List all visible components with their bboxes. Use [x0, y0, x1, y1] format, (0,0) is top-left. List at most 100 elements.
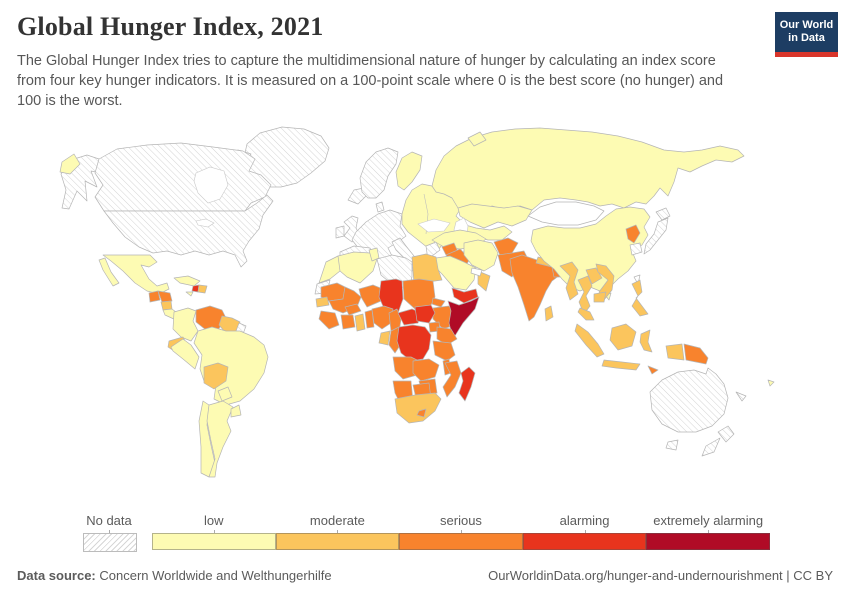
hudson-bay — [193, 166, 229, 204]
country-yemen[interactable] — [451, 287, 479, 304]
country-colombia[interactable] — [172, 307, 199, 342]
country-fiji[interactable] — [767, 379, 775, 387]
country-japan-main[interactable] — [643, 217, 669, 255]
country-finland[interactable] — [395, 151, 423, 191]
country-gabon[interactable] — [378, 330, 391, 346]
legend-label-moderate: moderate — [276, 513, 400, 535]
owid-logo[interactable]: Our World in Data — [775, 12, 838, 57]
country-tanzania[interactable] — [432, 340, 456, 362]
country-kenya[interactable] — [436, 326, 458, 346]
owid-url-license[interactable]: OurWorldinData.org/hunger-and-undernouri… — [488, 568, 833, 583]
country-new-zealand-south[interactable] — [701, 437, 721, 457]
country-novaya-zemlya[interactable] — [467, 131, 487, 147]
country-ghana[interactable] — [354, 313, 366, 332]
country-oman[interactable] — [477, 270, 491, 292]
country-peru[interactable] — [170, 338, 200, 370]
country-myanmar[interactable] — [559, 261, 579, 301]
country-philippines[interactable] — [631, 279, 649, 317]
country-honduras[interactable] — [157, 290, 173, 303]
country-usa[interactable] — [103, 194, 274, 268]
legend-swatch-extremely_alarming[interactable] — [646, 533, 770, 550]
country-greenland[interactable] — [242, 126, 330, 188]
country-tasmania[interactable] — [665, 439, 679, 451]
country-mongolia[interactable] — [527, 201, 605, 226]
country-south-sudan[interactable] — [414, 304, 436, 324]
country-ireland[interactable] — [335, 225, 345, 239]
country-north-korea[interactable] — [625, 224, 641, 244]
legend-swatch-moderate[interactable] — [275, 533, 400, 550]
country-indonesia-west-papua[interactable] — [665, 343, 685, 361]
country-guatemala[interactable] — [148, 290, 161, 303]
country-papua-new-guinea[interactable] — [683, 343, 709, 365]
country-eritrea[interactable] — [431, 297, 446, 308]
data-source-label: Data source: — [17, 568, 96, 583]
country-nicaragua[interactable] — [160, 300, 173, 311]
country-senegal[interactable] — [315, 296, 330, 308]
country-uruguay[interactable] — [230, 404, 242, 418]
country-china[interactable] — [530, 206, 651, 292]
country-malaysia[interactable] — [577, 307, 595, 321]
great-lakes — [195, 218, 215, 228]
country-australia[interactable] — [649, 367, 729, 433]
country-indonesia-sulawesi[interactable] — [639, 329, 653, 353]
black-sea — [417, 218, 451, 233]
country-south-africa[interactable] — [394, 392, 442, 424]
country-uae[interactable] — [470, 267, 483, 277]
country-cambodia[interactable] — [593, 291, 607, 303]
country-cameroon[interactable] — [388, 308, 402, 334]
country-tunisia[interactable] — [368, 247, 380, 262]
country-denmark[interactable] — [375, 201, 385, 213]
legend-no-data-swatch[interactable] — [83, 533, 137, 552]
country-paraguay[interactable] — [217, 386, 233, 402]
country-drc[interactable] — [396, 324, 432, 362]
country-baja[interactable] — [98, 257, 120, 287]
country-burkina-faso[interactable] — [344, 303, 362, 316]
country-argentina[interactable] — [206, 400, 234, 478]
country-south-korea[interactable] — [629, 242, 643, 256]
country-brazil[interactable] — [193, 326, 269, 406]
data-source: Data source: Concern Worldwide and Welth… — [17, 568, 332, 583]
country-algeria[interactable] — [337, 251, 378, 284]
country-chad[interactable] — [378, 278, 404, 314]
country-thailand[interactable] — [577, 275, 593, 315]
country-mozambique[interactable] — [442, 360, 462, 398]
country-guinea[interactable] — [318, 310, 340, 330]
country-jamaica[interactable] — [185, 291, 194, 297]
country-norway-sweden[interactable] — [359, 147, 399, 199]
country-dominican-republic[interactable] — [197, 284, 208, 294]
legend-swatch-serious[interactable] — [399, 533, 523, 550]
country-mexico[interactable] — [102, 254, 170, 295]
legend-labels: low moderate serious alarming extremely alar… — [152, 513, 770, 535]
country-bolivia[interactable] — [203, 362, 229, 390]
country-cote-divoire[interactable] — [340, 314, 356, 330]
legend-label-serious: serious — [399, 513, 523, 535]
country-sri-lanka[interactable] — [544, 305, 554, 322]
country-japan-hokkaido[interactable] — [655, 207, 671, 221]
country-kazakhstan[interactable] — [457, 203, 533, 229]
country-iran[interactable] — [463, 239, 499, 272]
country-madagascar[interactable] — [458, 366, 476, 402]
country-somalia[interactable] — [447, 296, 480, 340]
country-cuba[interactable] — [173, 275, 201, 287]
country-new-caledonia[interactable] — [735, 391, 747, 402]
chart-header: Global Hunger Index, 2021 The Global Hun… — [17, 12, 757, 111]
legend-swatch-low[interactable] — [152, 533, 276, 550]
country-zambia[interactable] — [412, 358, 440, 382]
country-libya[interactable] — [376, 254, 413, 289]
country-chukotka[interactable] — [59, 153, 81, 175]
country-new-zealand-north[interactable] — [717, 425, 735, 443]
country-indonesia-borneo[interactable] — [609, 323, 637, 351]
country-togo-benin[interactable] — [364, 309, 375, 329]
country-sudan[interactable] — [402, 278, 436, 310]
legend-no-data-label: No data — [75, 513, 143, 535]
owid-logo-line1: Our World — [779, 19, 834, 31]
country-timor[interactable] — [647, 365, 659, 375]
country-indonesia-sumatra[interactable] — [574, 323, 605, 358]
legend-swatch-alarming[interactable] — [522, 533, 647, 550]
country-indonesia-java[interactable] — [601, 359, 641, 371]
country-afghanistan[interactable] — [493, 237, 519, 256]
country-lesotho[interactable] — [416, 408, 427, 418]
country-canada[interactable] — [94, 142, 272, 212]
